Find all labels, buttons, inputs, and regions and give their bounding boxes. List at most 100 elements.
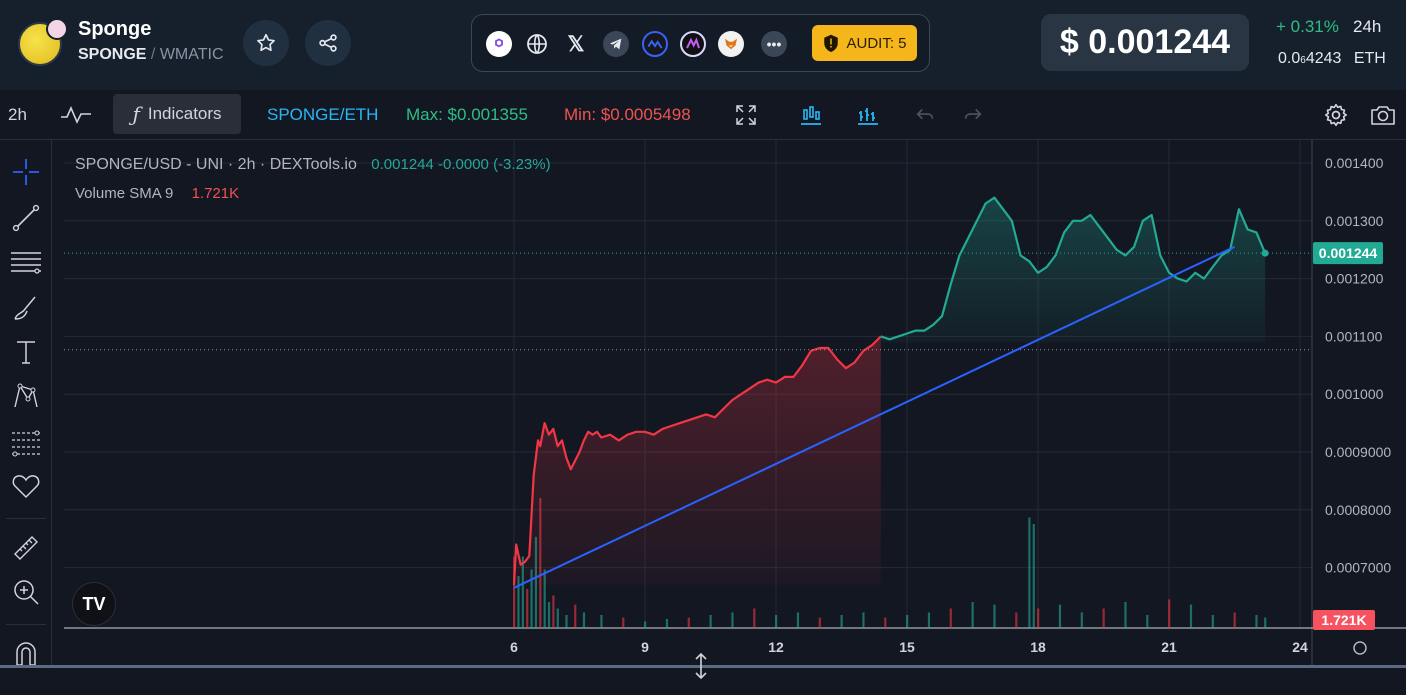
shield-icon [824,34,839,52]
redo-icon [964,108,982,120]
volume-bar [1028,517,1031,628]
volume-bar [552,595,555,628]
volume-bar [1102,608,1105,628]
volume-bar [1211,615,1214,628]
crosshair-tool[interactable] [10,156,42,188]
trendline [513,245,1235,589]
coinmarketcap-icon[interactable] [642,31,668,57]
y-tick-label: 0.001200 [1325,271,1384,287]
y-tick-label: 0.001400 [1325,155,1384,171]
volume-tag-label: 1.721K [1321,612,1366,628]
volume-bar [521,556,524,628]
heart-icon [12,475,40,499]
volume-bar [556,608,559,628]
globe-icon[interactable] [524,31,550,57]
zoom-tool[interactable] [10,576,42,608]
fullscreen-button[interactable] [734,90,758,140]
brush-icon [14,296,36,320]
volume-legend-label: Volume SMA 9 [75,185,174,202]
volume-bar [526,589,529,628]
volume-bar [1015,612,1018,628]
undo-button[interactable] [914,90,936,140]
candles-button[interactable] [799,90,823,140]
price-line-down [512,335,882,585]
ruler-icon [14,536,38,560]
brush-tool[interactable] [10,292,42,324]
x-tick-label: 21 [1161,639,1177,655]
measure-tool[interactable] [10,532,42,564]
volume-bar [949,608,952,628]
volume-bar [622,617,625,628]
star-icon [257,33,275,52]
bars-button[interactable] [856,90,880,140]
axis-settings-icon[interactable] [1353,641,1367,655]
y-tick-label: 0.001300 [1325,213,1384,229]
text-icon [17,341,35,364]
chart-legend: SPONGE/USD - UNI · 2h · DEXTools.io 0.00… [75,156,551,174]
chart-canvas[interactable]: 0.001400 0.001300 0.001200 0.001100 0.001000… [52,140,1406,665]
volume-bar [582,612,586,628]
pattern-tool[interactable] [10,380,42,412]
function-icon: ƒ [132,102,140,126]
volume-bar [1264,617,1267,628]
telegram-icon[interactable] [603,31,629,57]
metamask-icon[interactable] [718,31,744,57]
price-chart[interactable]: 0.001400 0.001300 0.001200 0.001100 0.001000… [52,140,1406,665]
volume-legend-value: 1.721K [191,185,240,202]
x-tick-label: 15 [899,639,915,655]
screenshot-button[interactable] [1369,90,1397,140]
tradingview-logo[interactable]: TV [72,582,116,626]
share-button[interactable] [305,20,351,66]
volume-bar [1189,604,1193,628]
audit-label: AUDIT: 5 [846,34,907,52]
favorite-button[interactable] [243,20,289,66]
price-line-up [880,196,1267,341]
resize-handle[interactable] [691,652,711,680]
eth-price-zeros: 6 [1300,55,1306,66]
volume-bar [818,617,821,628]
tool-divider [6,518,46,519]
gear-icon [1324,103,1347,127]
favorites-tool[interactable] [10,470,42,502]
undo-icon [916,108,934,120]
volume-bar [796,612,800,628]
magnet-tool[interactable] [10,636,42,668]
polygon-icon[interactable] [486,31,512,57]
redo-button[interactable] [962,90,984,140]
social-links: 𝕏 ••• AUDIT: 5 [471,14,930,72]
x-tick-label: 24 [1292,639,1308,655]
volume-tag-bg [1313,610,1375,630]
more-icon[interactable]: ••• [761,31,787,57]
price-area-up [880,197,1266,343]
volume-bar [775,615,778,628]
compare-pair-button[interactable]: SPONGE/ETH [267,105,379,124]
max-price-label: Max: $0.001355 [406,105,528,124]
x-icon[interactable]: 𝕏 [567,32,585,56]
change-period: 24h [1353,17,1382,36]
volume-bar [543,569,546,628]
volume-bar [1032,524,1035,628]
y-tick-label: 0.001000 [1325,386,1384,402]
eth-price: 0.064243 ETH [1278,50,1386,68]
indicators-button[interactable]: ƒ Indicators [113,94,241,134]
volume-bar [600,615,603,628]
text-tool[interactable] [10,336,42,368]
horizontal-lines-tool[interactable] [10,246,42,278]
y-tick-label: 0.0007000 [1325,560,1391,576]
audit-button[interactable]: AUDIT: 5 [812,25,917,61]
chain-badge-icon [46,18,68,40]
volume-bar [565,615,568,628]
volume-bar [927,612,931,628]
volume-bar [547,602,551,628]
settings-button[interactable] [1323,90,1349,140]
trendline-tool[interactable] [10,202,42,234]
fullscreen-icon [736,105,756,125]
multichain-icon[interactable] [680,31,706,57]
interval-button[interactable]: 2h [8,105,27,124]
chart-type-button[interactable] [60,90,92,140]
fib-tool[interactable] [10,426,42,458]
volume-bar [1080,612,1083,628]
legend-values: 0.001244 -0.0000 (-3.23%) [371,156,551,173]
price-change: + 0.31% [1276,17,1339,36]
